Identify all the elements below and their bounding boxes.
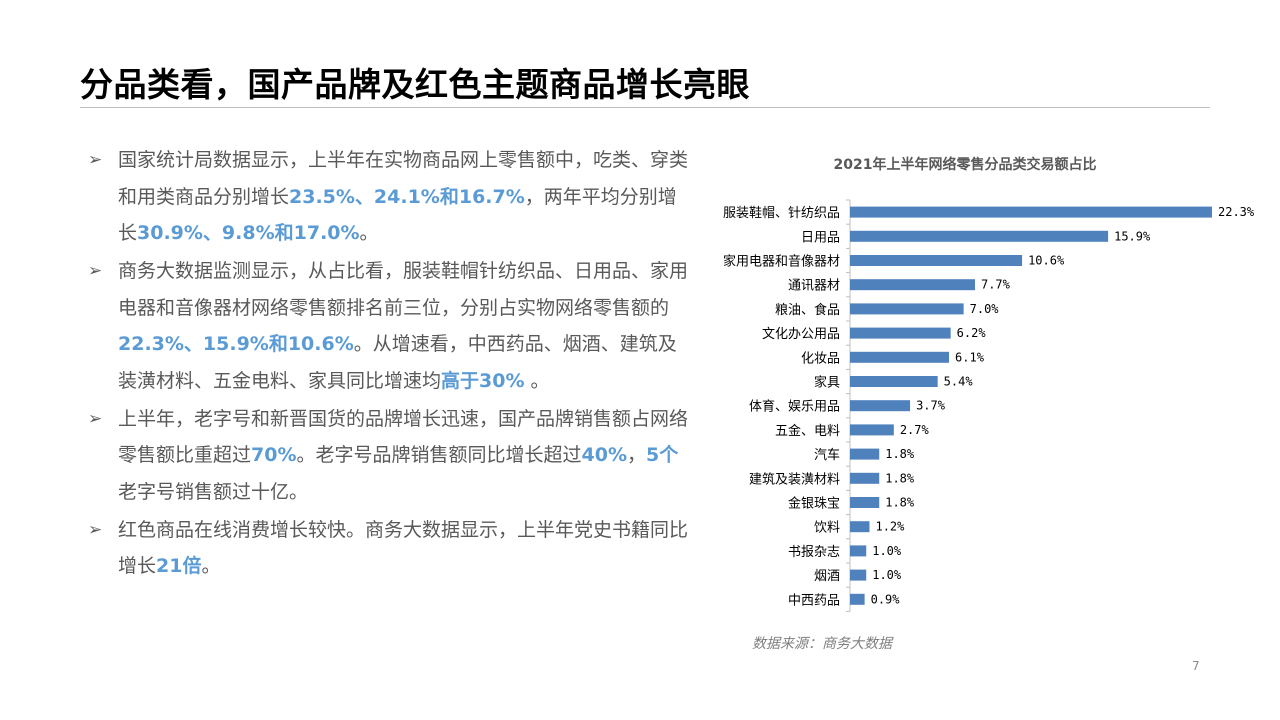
bullet-item: ➢ 红色商品在线消费增长较快。商务大数据显示，上半年党史书籍同比增长21倍。 — [88, 512, 688, 585]
bullet-text: 。从增速看，中西药品、烟酒、建筑及装潢材料、五金电料、家具同比增速均 — [118, 333, 677, 392]
category-label: 烟酒 — [814, 569, 840, 584]
bar-chart: 2021年上半年网络零售分品类交易额占比 服装鞋帽、针纺织品 22.3% 日用品 15… — [700, 140, 1260, 620]
category-label: 化妆品 — [801, 351, 840, 366]
bar — [850, 400, 911, 412]
data-label: 1.0% — [872, 568, 902, 582]
bar — [850, 327, 951, 339]
category-label: 粮油、食品 — [775, 302, 840, 318]
bar — [850, 593, 865, 605]
bar — [850, 448, 880, 460]
category-label: 书报杂志 — [788, 545, 840, 560]
bar — [850, 376, 938, 387]
bullet-text: 。 — [359, 222, 379, 244]
data-label: 5.4% — [944, 375, 974, 389]
bar — [850, 206, 1212, 218]
bullet-text: 老字号销售额过十亿。 — [118, 480, 309, 503]
bullet-arrow-icon: ➢ — [88, 261, 103, 281]
highlight-text: 30.9%、9.8%和17.0% — [137, 222, 360, 244]
bullet-text: 红色商品在线消费增长较快。商务大数据显示，上半年党史书籍同比增长 — [118, 518, 689, 578]
bullet-item: ➢ 国家统计局数据显示，上半年在实物商品网上零售额中，吃类、穿类和用类商品分别增长… — [88, 142, 688, 252]
category-label: 体育、娱乐用品 — [749, 399, 840, 415]
data-label: 1.8% — [885, 447, 915, 461]
category-label: 金银珠宝 — [788, 496, 840, 512]
chart-source-note: 数据来源：商务大数据 — [752, 636, 892, 652]
data-label: 1.8% — [885, 496, 915, 510]
bar — [850, 569, 867, 581]
data-label: 15.9% — [1114, 229, 1151, 243]
bullet-list: ➢ 国家统计局数据显示，上半年在实物商品网上零售额中，吃类、穿类和用类商品分别增长… — [88, 142, 688, 586]
bullet-text: 商务大数据监测显示，从占比看，服装鞋帽针纺织品、日用品、家用电器和音像器材网络零… — [118, 260, 689, 319]
bullet-item: ➢ 上半年，老字号和新晋国货的品牌增长迅速，国产品牌销售额占网络零售额比重超过70… — [88, 401, 688, 511]
category-label: 文化办公用品 — [762, 327, 840, 342]
highlight-text: 高于30% — [441, 369, 525, 392]
bullet-text: 上半年，老字号和新晋国货的品牌增长迅速，国产品牌销售额占网络零售额比重超过 — [118, 407, 689, 467]
bullet-text: 国家统计局数据显示，上半年在实物商品网上零售额中，吃类、穿类和用类商品分别增长 — [118, 149, 689, 208]
category-label: 家具 — [814, 375, 840, 391]
highlight-text: 70% — [251, 444, 297, 466]
data-label: 7.7% — [981, 278, 1011, 292]
highlight-text: 5个 — [646, 444, 679, 466]
category-label: 通讯器材 — [788, 279, 840, 294]
bar — [850, 279, 975, 291]
page-number: 7 — [1192, 659, 1200, 673]
chart-svg: 服装鞋帽、针纺织品 22.3% 日用品 15.9% 家用电器和音像器材 10.6% 通讯器材… — [723, 199, 1255, 612]
data-label: 10.6% — [1028, 254, 1065, 268]
data-label: 3.7% — [916, 399, 946, 413]
title-divider — [80, 107, 1210, 108]
bar — [850, 497, 880, 508]
data-label: 6.2% — [957, 326, 987, 340]
bullet-arrow-icon: ➢ — [88, 150, 103, 170]
bullet-item: ➢ 商务大数据监测显示，从占比看，服装鞋帽针纺织品、日用品、家用电器和音像器材网络… — [88, 253, 688, 399]
bullet-text: ， — [627, 444, 647, 466]
chart-title: 2021年上半年网络零售分品类交易额占比 — [833, 157, 1097, 173]
category-label: 饮料 — [814, 521, 840, 536]
highlight-text: 23.5%、24.1%和16.7% — [289, 185, 525, 208]
category-label: 汽车 — [814, 447, 840, 463]
data-label: 7.0% — [970, 302, 1000, 316]
category-label: 服装鞋帽、针纺织品 — [723, 205, 840, 221]
bullet-arrow-icon: ➢ — [88, 519, 103, 540]
bar — [850, 521, 870, 533]
bullet-arrow-icon: ➢ — [88, 408, 103, 429]
slide-title: 分品类看，国产品牌及红色主题商品增长亮眼 — [80, 65, 750, 104]
data-label: 2.7% — [900, 423, 930, 437]
bar — [850, 545, 867, 557]
category-label: 家用电器和音像器材 — [723, 254, 840, 270]
data-label: 1.0% — [872, 544, 902, 558]
category-label: 中西药品 — [788, 593, 840, 608]
data-label: 6.1% — [955, 350, 985, 364]
data-label: 22.3% — [1218, 205, 1255, 219]
data-label: 1.8% — [885, 471, 915, 485]
highlight-text: 22.3%、15.9%和10.6% — [118, 333, 354, 355]
category-label: 建筑及装潢材料 — [749, 471, 840, 487]
bullet-text: 。 — [524, 369, 550, 392]
highlight-text: 21倍 — [156, 555, 202, 577]
bar — [850, 351, 950, 363]
data-label: 1.2% — [875, 520, 905, 534]
data-label: 0.9% — [871, 592, 901, 606]
category-label: 五金、电料 — [775, 423, 840, 439]
bar — [850, 303, 964, 315]
category-label: 日用品 — [801, 230, 840, 245]
highlight-text: 40% — [581, 444, 627, 466]
bullet-text: ，两年平均分别增长 — [118, 185, 677, 245]
bullet-text: 。 — [201, 555, 221, 577]
bar — [850, 424, 894, 436]
bar — [850, 230, 1109, 242]
bar — [850, 255, 1023, 266]
bullet-text: 。老字号品牌销售额同比增长超过 — [296, 444, 582, 466]
bar — [850, 472, 880, 484]
